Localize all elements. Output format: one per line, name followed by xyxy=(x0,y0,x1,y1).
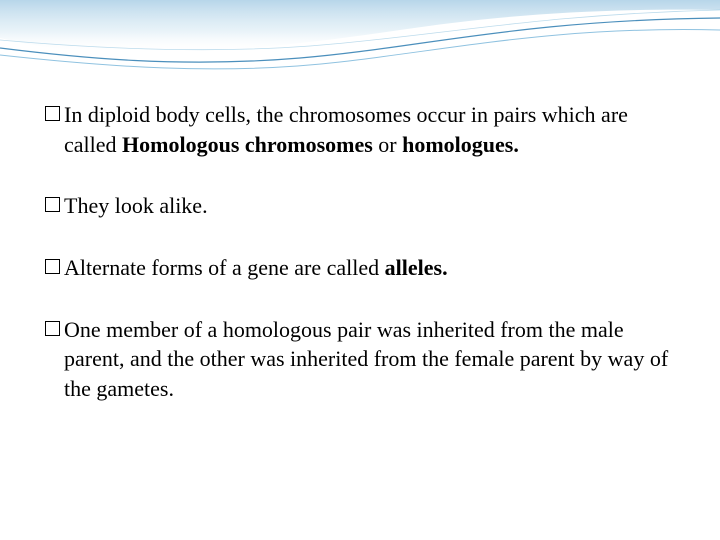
bold-text: alleles. xyxy=(385,255,448,280)
bullet-marker-icon xyxy=(45,197,60,212)
decorative-wave-header xyxy=(0,0,720,90)
bullet-item: They look alike. xyxy=(45,191,675,221)
bullet-text: In diploid body cells, the chromosomes o… xyxy=(64,100,675,159)
slide-content: In diploid body cells, the chromosomes o… xyxy=(45,100,675,436)
bullet-item: In diploid body cells, the chromosomes o… xyxy=(45,100,675,159)
bullet-marker-icon xyxy=(45,321,60,336)
bullet-text: Alternate forms of a gene are called all… xyxy=(64,253,675,283)
bullet-marker-icon xyxy=(45,259,60,274)
bold-text: homologues. xyxy=(402,132,519,157)
bullet-marker-icon xyxy=(45,106,60,121)
plain-text: Alternate forms of a gene are called xyxy=(64,255,385,280)
plain-text: One member of a homologous pair was inhe… xyxy=(64,317,668,401)
bullet-item: One member of a homologous pair was inhe… xyxy=(45,315,675,404)
bullet-text: They look alike. xyxy=(64,191,675,221)
bullet-item: Alternate forms of a gene are called all… xyxy=(45,253,675,283)
bold-text: Homologous chromosomes xyxy=(122,132,373,157)
bullet-text: One member of a homologous pair was inhe… xyxy=(64,315,675,404)
plain-text: They look alike. xyxy=(64,193,208,218)
plain-text: or xyxy=(373,132,402,157)
